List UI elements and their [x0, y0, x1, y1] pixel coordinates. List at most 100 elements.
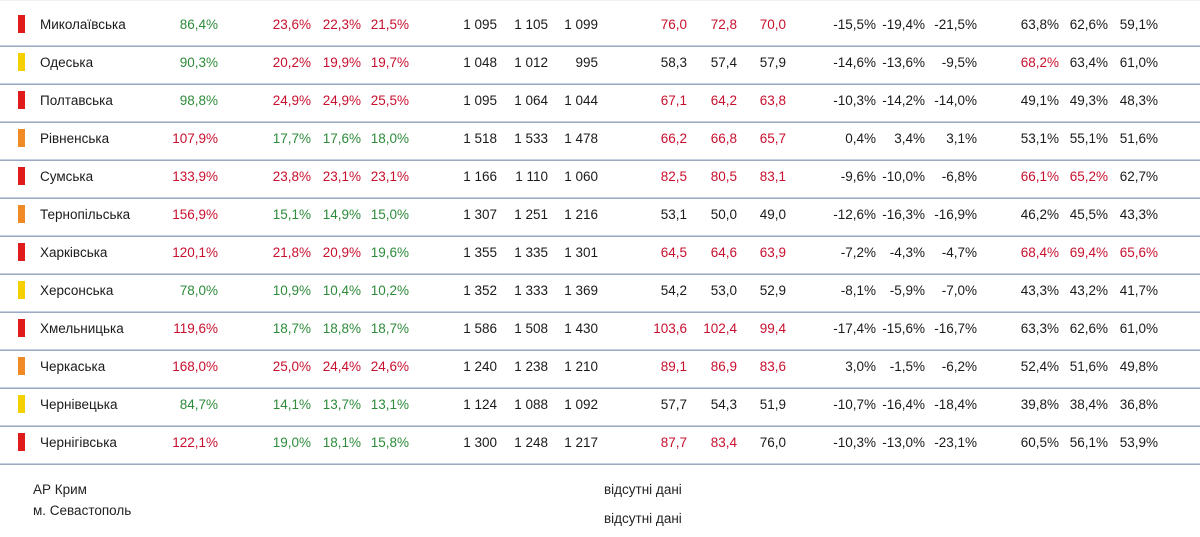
group2-value: 1 044 — [564, 93, 598, 108]
region-name: Чернігівська — [40, 435, 117, 450]
table-row: Хмельницька 119,6% 18,7% 18,8% 18,7% 1 586 1 5… — [0, 311, 1200, 351]
group1-value: 23,6% — [272, 17, 311, 32]
group5-value: 69,4% — [1069, 245, 1108, 260]
group1-value: 10,9% — [272, 283, 311, 298]
region-name: Херсонська — [40, 283, 114, 298]
group4-value: -6,8% — [941, 169, 977, 184]
status-marker-yellow — [18, 395, 25, 413]
group1-value: 24,9% — [322, 93, 361, 108]
group1-value: 19,7% — [370, 55, 409, 70]
group2-value: 1 352 — [463, 283, 497, 298]
status-marker-red — [18, 433, 25, 451]
group1-value: 19,6% — [370, 245, 409, 260]
region-name: Хмельницька — [40, 321, 124, 336]
group5-value: 51,6% — [1069, 359, 1108, 374]
group2-value: 1 238 — [514, 359, 548, 374]
group1-value: 10,4% — [322, 283, 361, 298]
group3-value: 86,9 — [710, 359, 737, 374]
group3-value: 89,1 — [660, 359, 687, 374]
table-row: Тернопільська 156,9% 15,1% 14,9% 15,0% 1 307 1… — [0, 197, 1200, 237]
group4-value: -17,4% — [833, 321, 876, 336]
status-marker-yellow — [18, 53, 25, 71]
group1-value: 14,9% — [322, 207, 361, 222]
group5-value: 49,3% — [1069, 93, 1108, 108]
group5-value: 48,3% — [1119, 93, 1158, 108]
group3-value: 64,6 — [710, 245, 737, 260]
group2-value: 1 586 — [463, 321, 497, 336]
top-rule — [0, 0, 1200, 1]
group5-value: 60,5% — [1020, 435, 1059, 450]
col1-value: 122,1% — [172, 435, 218, 450]
group5-value: 68,4% — [1020, 245, 1059, 260]
group4-value: -10,3% — [833, 93, 876, 108]
group3-value: 66,8 — [710, 131, 737, 146]
table-row: Черкаська 168,0% 25,0% 24,4% 24,6% 1 240 1 238… — [0, 349, 1200, 389]
group3-value: 49,0 — [759, 207, 786, 222]
group5-value: 36,8% — [1119, 397, 1158, 412]
group4-value: -14,2% — [882, 93, 925, 108]
status-marker-red — [18, 15, 25, 33]
status-marker-red — [18, 243, 25, 261]
group2-value: 1 335 — [514, 245, 548, 260]
group5-value: 51,6% — [1119, 131, 1158, 146]
group1-value: 15,1% — [272, 207, 311, 222]
group1-value: 18,1% — [322, 435, 361, 450]
group2-value: 995 — [575, 55, 598, 70]
group5-value: 65,2% — [1069, 169, 1108, 184]
group2-value: 1 240 — [463, 359, 497, 374]
group4-value: -9,5% — [941, 55, 977, 70]
group1-value: 21,8% — [272, 245, 311, 260]
group3-value: 83,4 — [710, 435, 737, 450]
group3-value: 76,0 — [759, 435, 786, 450]
group5-value: 62,7% — [1119, 169, 1158, 184]
table-row: Чернігівська 122,1% 19,0% 18,1% 15,8% 1 300 1 … — [0, 425, 1200, 465]
group2-value: 1 099 — [564, 17, 598, 32]
group4-value: -13,0% — [882, 435, 925, 450]
group2-value: 1 060 — [564, 169, 598, 184]
col1-value: 133,9% — [172, 169, 218, 184]
group5-value: 49,1% — [1020, 93, 1059, 108]
group1-value: 15,0% — [370, 207, 409, 222]
group5-value: 38,4% — [1069, 397, 1108, 412]
group3-value: 57,9 — [759, 55, 786, 70]
group1-value: 17,7% — [272, 131, 311, 146]
group4-value: -23,1% — [934, 435, 977, 450]
group5-value: 52,4% — [1020, 359, 1059, 374]
group2-value: 1 095 — [463, 93, 497, 108]
group2-value: 1 217 — [564, 435, 598, 450]
group1-value: 18,7% — [272, 321, 311, 336]
col1-value: 120,1% — [172, 245, 218, 260]
group2-value: 1 508 — [514, 321, 548, 336]
region-name: Полтавська — [40, 93, 113, 108]
group3-value: 51,9 — [759, 397, 786, 412]
group3-value: 102,4 — [703, 321, 737, 336]
group1-value: 13,7% — [322, 397, 361, 412]
group5-value: 61,0% — [1119, 321, 1158, 336]
group3-value: 66,2 — [660, 131, 687, 146]
group4-value: -14,0% — [934, 93, 977, 108]
group3-value: 82,5 — [660, 169, 687, 184]
group4-value: -7,2% — [840, 245, 876, 260]
group2-value: 1 478 — [564, 131, 598, 146]
group2-value: 1 533 — [514, 131, 548, 146]
table-row: Сумська 133,9% 23,8% 23,1% 23,1% 1 166 1 110 1 … — [0, 159, 1200, 199]
group1-value: 21,5% — [370, 17, 409, 32]
group4-value: -10,3% — [833, 435, 876, 450]
group4-value: -6,2% — [941, 359, 977, 374]
group2-value: 1 300 — [463, 435, 497, 450]
col1-value: 98,8% — [179, 93, 218, 108]
group5-value: 65,6% — [1119, 245, 1158, 260]
group2-value: 1 064 — [514, 93, 548, 108]
group4-value: -21,5% — [934, 17, 977, 32]
group3-value: 99,4 — [759, 321, 786, 336]
group5-value: 63,4% — [1069, 55, 1108, 70]
group2-value: 1 248 — [514, 435, 548, 450]
crimea-no-data: відсутні дані — [604, 482, 682, 497]
group1-value: 24,6% — [370, 359, 409, 374]
table-row: Полтавська 98,8% 24,9% 24,9% 25,5% 1 095 1 064… — [0, 83, 1200, 123]
group3-value: 63,8 — [759, 93, 786, 108]
group3-value: 58,3 — [660, 55, 687, 70]
group1-value: 17,6% — [322, 131, 361, 146]
status-marker-orange — [18, 129, 25, 147]
col1-value: 84,7% — [179, 397, 218, 412]
